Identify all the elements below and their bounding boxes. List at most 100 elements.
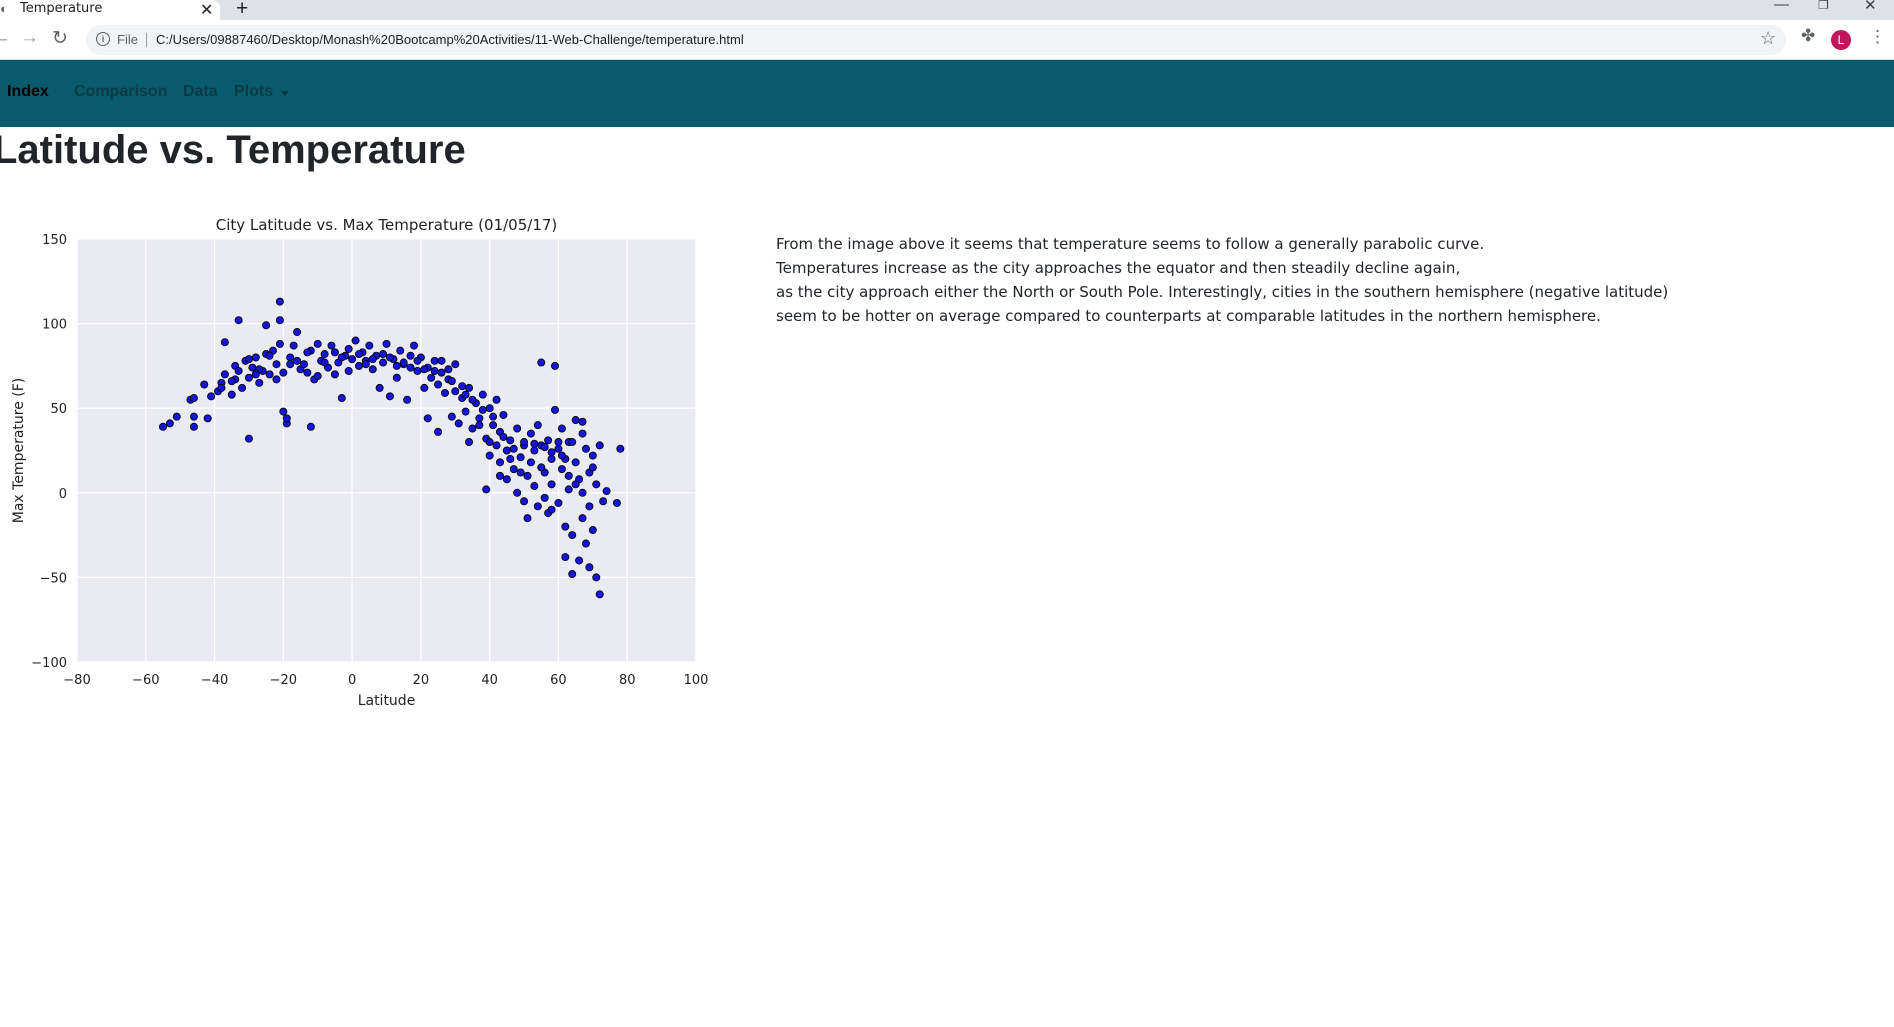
- reload-icon[interactable]: ↻: [52, 28, 68, 49]
- scatter-point: [578, 417, 587, 426]
- minimize-window-icon[interactable]: —: [1774, 0, 1789, 13]
- info-icon[interactable]: i: [96, 32, 110, 46]
- scatter-point: [427, 373, 436, 382]
- scatter-point: [354, 350, 363, 359]
- new-tab-plus-icon[interactable]: +: [236, 0, 249, 20]
- scatter-point: [275, 297, 284, 306]
- scatter-point: [526, 458, 535, 467]
- y-tick-label: 150: [42, 233, 67, 248]
- scatter-point: [272, 375, 281, 384]
- y-tick-label: 50: [50, 402, 67, 417]
- scatter-point: [492, 441, 501, 450]
- browser-tab[interactable]: ◐ Temperature ✕: [0, 0, 220, 20]
- scatter-point: [396, 346, 405, 355]
- scatter-point: [557, 465, 566, 474]
- scatter-point: [354, 361, 363, 370]
- more-menu-icon[interactable]: ⋮: [1869, 27, 1886, 46]
- scatter-point: [189, 412, 198, 421]
- scatter-point: [265, 351, 274, 360]
- tab-strip: ◐ Temperature ✕ + — ❐ ✕: [0, 0, 1894, 20]
- nav-comparison-link[interactable]: Comparison: [74, 83, 168, 100]
- scatter-point: [320, 358, 329, 367]
- x-tick-label: 20: [413, 673, 430, 688]
- scatter-point: [489, 421, 498, 430]
- extensions-puzzle-icon[interactable]: ✤: [1801, 26, 1816, 45]
- scatter-point: [189, 422, 198, 431]
- y-tick-label: −100: [31, 656, 67, 671]
- scatter-point: [217, 383, 226, 392]
- scatter-point: [275, 316, 284, 325]
- nav-index-link[interactable]: Index: [7, 83, 49, 100]
- scatter-point: [526, 429, 535, 438]
- restore-window-icon[interactable]: ❐: [1818, 0, 1829, 12]
- scatter-chart: −80 −60 −40 −20 0 20 40 60 80 100 −100 −50 0 50 100 150…: [11, 216, 709, 709]
- scatter-point: [327, 341, 336, 350]
- scatter-point: [571, 458, 580, 467]
- back-arrow-icon[interactable]: ←: [0, 27, 11, 48]
- scatter-point: [581, 444, 590, 453]
- scatter-point: [599, 497, 608, 506]
- scatter-point: [465, 438, 474, 447]
- analysis-line: seem to be hotter on average compared to…: [776, 307, 1601, 325]
- scatter-point: [330, 348, 339, 357]
- scatter-point: [406, 363, 415, 372]
- scatter-point: [365, 341, 374, 350]
- address-bar[interactable]: i File C:/Users/09887460/Desktop/Monash%…: [86, 25, 1786, 55]
- scatter-point: [286, 353, 295, 362]
- scatter-point: [502, 446, 511, 455]
- scatter-point: [392, 373, 401, 382]
- scatter-point: [203, 414, 212, 423]
- scatter-point: [489, 412, 498, 421]
- scatter-point: [207, 392, 216, 401]
- tab-close-icon[interactable]: ✕: [200, 2, 214, 19]
- scatter-point: [537, 358, 546, 367]
- nav-plots-dropdown[interactable]: Plots: [234, 83, 274, 100]
- scatter-point: [399, 358, 408, 367]
- scatter-point: [578, 514, 587, 523]
- scatter-point: [234, 366, 243, 375]
- scatter-point: [513, 424, 522, 433]
- profile-avatar[interactable]: L: [1831, 30, 1851, 50]
- scatter-point: [303, 368, 312, 377]
- scatter-point: [554, 498, 563, 507]
- analysis-line: as the city approach either the North or…: [776, 283, 1669, 301]
- scatter-point: [509, 465, 518, 474]
- scatter-point: [385, 353, 394, 362]
- scatter-point: [244, 434, 253, 443]
- scatter-point: [585, 502, 594, 511]
- y-tick-label: 0: [59, 487, 67, 502]
- scatter-points: [158, 297, 625, 599]
- forward-arrow-icon[interactable]: →: [20, 27, 39, 48]
- x-tick-label: 100: [684, 673, 709, 688]
- page-title: Latitude vs. Temperature: [0, 128, 466, 172]
- scatter-point: [509, 444, 518, 453]
- y-tick-label: 100: [42, 318, 67, 333]
- x-tick-label: 0: [348, 673, 356, 688]
- scatter-point: [172, 412, 181, 421]
- site-navbar: Index Comparison Data Plots: [0, 60, 1894, 127]
- bookmark-star-icon[interactable]: ☆: [1760, 28, 1777, 48]
- address-bar-divider: [146, 33, 147, 47]
- scatter-point: [361, 360, 370, 369]
- scatter-point: [434, 380, 443, 389]
- scatter-point: [158, 422, 167, 431]
- scatter-point: [475, 421, 484, 430]
- scatter-point: [533, 421, 542, 430]
- scatter-point: [578, 488, 587, 497]
- scatter-point: [554, 438, 563, 447]
- scatter-point: [244, 373, 253, 382]
- url-text[interactable]: C:/Users/09887460/Desktop/Monash%20Bootc…: [156, 32, 744, 47]
- scatter-point: [420, 383, 429, 392]
- scatter-point: [547, 448, 556, 457]
- scatter-point: [165, 419, 174, 428]
- scatter-point: [430, 366, 439, 375]
- scatter-point: [523, 514, 532, 523]
- scatter-point: [602, 487, 611, 496]
- scatter-point: [375, 383, 384, 392]
- scatter-point: [499, 432, 508, 441]
- caret-down-icon[interactable]: [281, 91, 289, 96]
- scatter-point: [420, 365, 429, 374]
- close-window-icon[interactable]: ✕: [1864, 0, 1877, 14]
- nav-data-link[interactable]: Data: [183, 83, 218, 100]
- scatter-point: [458, 382, 467, 391]
